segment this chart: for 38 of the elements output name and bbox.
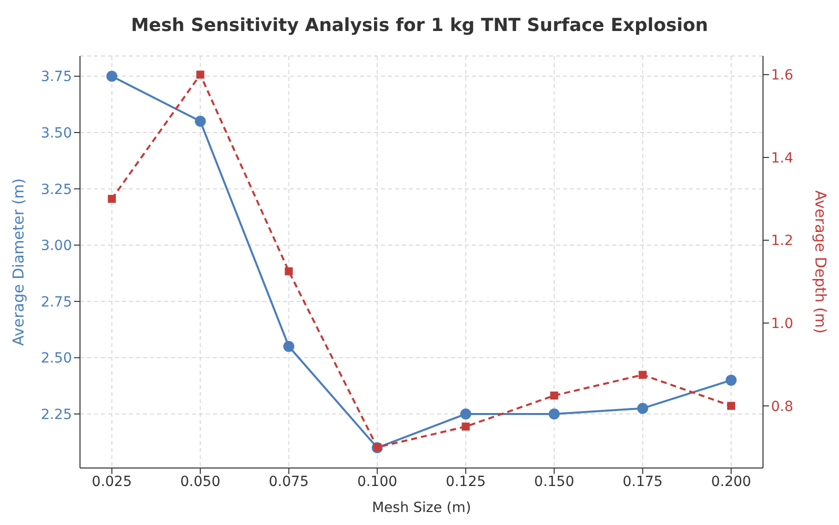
x-axis-title: Mesh Size (m): [372, 500, 472, 516]
y2-axis-title: Average Depth (m): [812, 190, 830, 334]
y-tick-label: 2.75: [40, 294, 72, 310]
point: [194, 116, 206, 127]
point: [548, 408, 560, 420]
point: [196, 70, 204, 79]
y2-tick-label: 1.4: [771, 150, 794, 166]
y2-tick-label: 1.6: [771, 68, 794, 84]
point: [106, 70, 118, 82]
point: [283, 340, 294, 352]
point: [550, 392, 558, 400]
x-tick-label: 0.200: [711, 474, 752, 490]
y-tick-label: 3.25: [40, 182, 72, 198]
y2-tick-label: 0.8: [771, 398, 794, 415]
y-tick-label: 3.00: [40, 238, 72, 254]
y-axis-title: Average Diameter (m): [9, 178, 28, 346]
y-tick-label: 3.50: [40, 126, 72, 142]
y-tick-label: 2.25: [40, 406, 72, 423]
x-tick-label: 0.100: [357, 474, 398, 490]
point: [108, 194, 116, 203]
chart-title: Mesh Sensitivity Analysis for 1 kg TNT Surface Explosion: [130, 14, 710, 38]
y-tick-label: 3.75: [40, 69, 72, 86]
y2-tick-label: 1.0: [771, 316, 794, 332]
x-tick-label: 0.050: [180, 474, 220, 490]
x-tick-label: 0.075: [268, 474, 309, 490]
x-tick-label: 0.025: [92, 474, 132, 490]
point: [460, 408, 472, 420]
point: [637, 402, 648, 414]
x-tick-label: 0.125: [446, 474, 486, 490]
y2-tick-label: 1.2: [771, 233, 794, 250]
point: [727, 402, 736, 410]
point: [638, 370, 647, 379]
y-tick-label: 2.50: [40, 350, 72, 367]
point: [284, 267, 293, 276]
x-tick-label: 0.150: [534, 474, 574, 490]
point: [462, 422, 470, 431]
x-tick-label: 0.175: [622, 474, 663, 490]
point: [726, 374, 737, 386]
